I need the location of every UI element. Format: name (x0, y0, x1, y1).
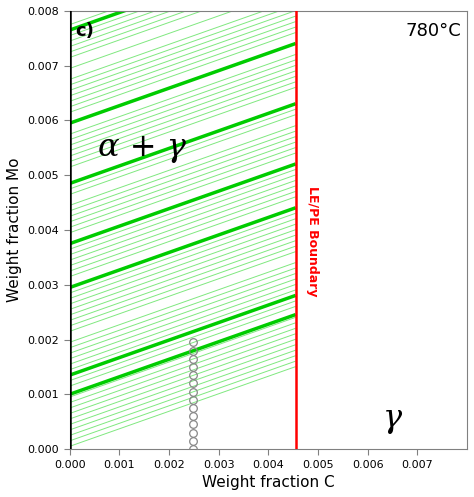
Text: c): c) (76, 22, 94, 40)
Text: α + γ: α + γ (98, 132, 186, 164)
Text: 780°C: 780°C (405, 22, 461, 40)
Text: γ: γ (383, 404, 402, 434)
Y-axis label: Weight fraction Mo: Weight fraction Mo (7, 158, 22, 302)
X-axis label: Weight fraction C: Weight fraction C (202, 475, 335, 490)
Text: LE/PE Boundary: LE/PE Boundary (306, 186, 319, 296)
